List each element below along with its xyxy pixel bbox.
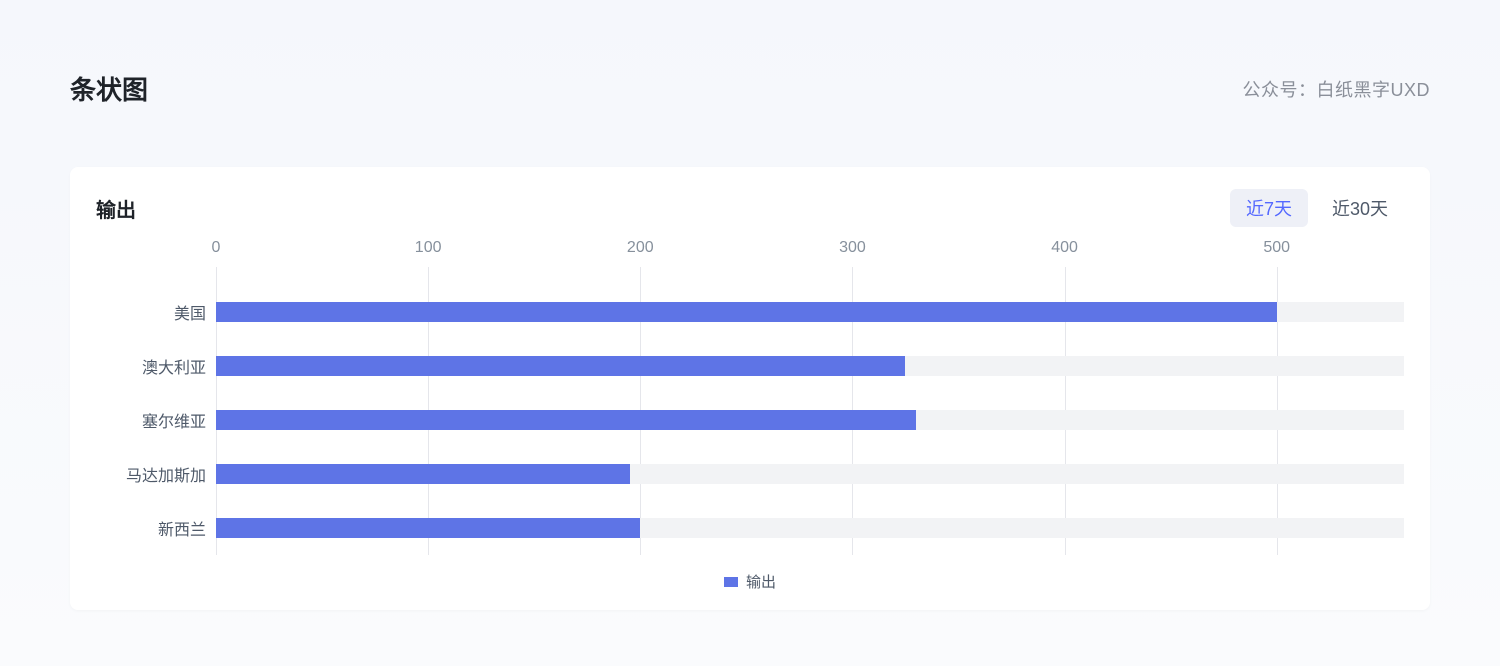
- bar-row: 新西兰: [216, 501, 1404, 555]
- chart-card: 输出 近7天 近30天 0100200300400500 美国澳大利亚塞尔维亚马…: [70, 167, 1430, 610]
- x-axis: 0100200300400500: [216, 239, 1404, 267]
- page-header: 条状图 公众号：白纸黑字UXD: [0, 0, 1500, 107]
- bar-fill[interactable]: [216, 464, 630, 484]
- time-range-tabs: 近7天 近30天: [1230, 189, 1404, 227]
- x-axis-tick: 100: [415, 239, 442, 257]
- bar-track: [216, 518, 1404, 538]
- tab-30days[interactable]: 近30天: [1316, 189, 1404, 227]
- x-axis-tick: 0: [212, 239, 221, 257]
- chart-area: 0100200300400500 美国澳大利亚塞尔维亚马达加斯加新西兰: [96, 239, 1404, 555]
- legend-label: 输出: [746, 571, 776, 592]
- page-title: 条状图: [70, 70, 148, 107]
- card-header: 输出 近7天 近30天: [96, 189, 1404, 227]
- bar-row: 澳大利亚: [216, 339, 1404, 393]
- bar-label: 新西兰: [96, 516, 206, 540]
- bar-label: 塞尔维亚: [96, 408, 206, 432]
- bar-label: 美国: [96, 300, 206, 324]
- bar-row: 塞尔维亚: [216, 393, 1404, 447]
- x-axis-tick: 400: [1051, 239, 1078, 257]
- bar-label: 澳大利亚: [96, 354, 206, 378]
- bar-fill[interactable]: [216, 302, 1277, 322]
- x-axis-tick: 300: [839, 239, 866, 257]
- bar-track: [216, 356, 1404, 376]
- bar-fill[interactable]: [216, 410, 916, 430]
- x-axis-tick: 500: [1263, 239, 1290, 257]
- bar-track: [216, 302, 1404, 322]
- bar-row: 马达加斯加: [216, 447, 1404, 501]
- tab-7days[interactable]: 近7天: [1230, 189, 1308, 227]
- bar-track: [216, 464, 1404, 484]
- legend-swatch: [724, 577, 738, 587]
- bars-zone: 美国澳大利亚塞尔维亚马达加斯加新西兰: [216, 267, 1404, 555]
- x-axis-tick: 200: [627, 239, 654, 257]
- watermark-text: 公众号：白纸黑字UXD: [1242, 76, 1430, 102]
- bar-fill[interactable]: [216, 518, 640, 538]
- bar-track: [216, 410, 1404, 430]
- bar-fill[interactable]: [216, 356, 905, 376]
- legend: 输出: [96, 571, 1404, 592]
- card-title: 输出: [96, 194, 136, 223]
- bar-label: 马达加斯加: [96, 462, 206, 486]
- bar-row: 美国: [216, 285, 1404, 339]
